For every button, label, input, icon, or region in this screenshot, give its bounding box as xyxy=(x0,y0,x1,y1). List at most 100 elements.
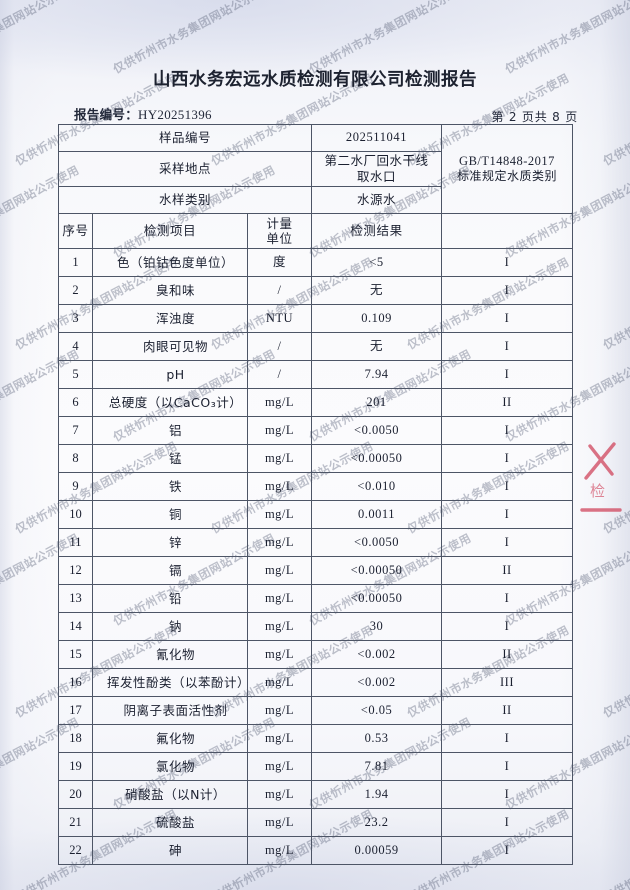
report-number: 报告编号：HY20251396 xyxy=(74,104,212,123)
row-unit: mg/L xyxy=(247,472,312,501)
row-item-name: 氰化物 xyxy=(92,640,248,669)
table-row: 13 铅 mg/L <0.00050 I xyxy=(58,584,573,613)
row-index: 16 xyxy=(58,668,93,697)
column-header-unit: 计量 单位 xyxy=(247,213,312,249)
watermark-text: 仅供忻州市水务集团网站公示使用 xyxy=(600,254,630,353)
sample-no-label: 样品编号 xyxy=(58,124,312,152)
row-classification: II xyxy=(441,388,573,417)
column-header-result: 检测结果 xyxy=(311,213,442,249)
row-result: 1.94 xyxy=(311,780,442,809)
row-classification: I xyxy=(441,248,573,277)
row-item-name: 锌 xyxy=(92,528,248,557)
row-classification: I xyxy=(441,304,573,333)
table-row: 9 铁 mg/L <0.010 I xyxy=(58,472,573,501)
row-index: 9 xyxy=(58,472,93,501)
row-unit: mg/L xyxy=(247,444,312,473)
table-row: 3 浑浊度 NTU 0.109 I xyxy=(58,304,573,333)
row-classification: I xyxy=(441,808,573,837)
row-index: 19 xyxy=(58,752,93,781)
row-unit: mg/L xyxy=(247,780,312,809)
row-unit: mg/L xyxy=(247,696,312,725)
row-unit: / xyxy=(247,360,312,389)
column-header-classification xyxy=(441,213,573,249)
row-classification: II xyxy=(441,640,573,669)
row-result: <0.010 xyxy=(311,472,442,501)
row-classification: I xyxy=(441,472,573,501)
sample-no-value: 202511041 xyxy=(311,124,442,152)
table-row: 10 铜 mg/L 0.0011 I xyxy=(58,500,573,529)
row-result: 7.81 xyxy=(311,752,442,781)
table-row: 6 总硬度（以CaCO₃计） mg/L 201 II xyxy=(58,388,573,417)
row-index: 21 xyxy=(58,808,93,837)
row-item-name: 氯化物 xyxy=(92,752,248,781)
row-result: <0.00050 xyxy=(311,556,442,585)
row-result: <0.0050 xyxy=(311,416,442,445)
row-item-name: 臭和味 xyxy=(92,276,248,305)
table-row: 17 阴离子表面活性剂 mg/L <0.05 II xyxy=(58,696,573,725)
row-index: 20 xyxy=(58,780,93,809)
watermark-text: 仅供忻州市水务集团网站公示使用 xyxy=(600,806,630,890)
location-label: 采样地点 xyxy=(58,151,312,187)
column-header-item: 检测项目 xyxy=(92,213,248,249)
row-unit: mg/L xyxy=(247,640,312,669)
page-title: 山西水务宏远水质检测有限公司检测报告 xyxy=(153,70,477,90)
table-row: 16 挥发性酚类（以苯酚计） mg/L <0.002 III xyxy=(58,668,573,697)
row-unit: mg/L xyxy=(247,556,312,585)
row-index: 4 xyxy=(58,332,93,361)
table-row: 12 镉 mg/L <0.00050 II xyxy=(58,556,573,585)
watermark-text: 仅供忻州市水务集团网站公示使用 xyxy=(600,622,630,721)
location-value: 第二水厂回水干线 取水口 xyxy=(311,151,442,187)
row-index: 14 xyxy=(58,612,93,641)
row-item-name: 色（铂钴色度单位） xyxy=(92,248,248,277)
column-header-unit-line1: 计量 xyxy=(266,215,293,231)
row-unit: / xyxy=(247,276,312,305)
row-result: <0.002 xyxy=(311,668,442,697)
row-unit: mg/L xyxy=(247,584,312,613)
row-result: 201 xyxy=(311,388,442,417)
row-index: 8 xyxy=(58,444,93,473)
row-unit: mg/L xyxy=(247,752,312,781)
meta-row-sample-no: 样品编号 202511041 GB/T14848-2017 标准规定水质类别 xyxy=(58,124,573,214)
row-classification: I xyxy=(441,500,573,529)
row-item-name: 硫酸盐 xyxy=(92,808,248,837)
row-index: 7 xyxy=(58,416,93,445)
row-classification: I xyxy=(441,276,573,305)
row-item-name: 镉 xyxy=(92,556,248,585)
row-item-name: 砷 xyxy=(92,836,248,865)
row-index: 6 xyxy=(58,388,93,417)
row-item-name: 浑浊度 xyxy=(92,304,248,333)
row-classification: I xyxy=(441,836,573,865)
row-index: 11 xyxy=(58,528,93,557)
row-item-name: 铁 xyxy=(92,472,248,501)
meta-row-location: 采样地点 第二水厂回水干线 取水口 xyxy=(58,151,573,187)
row-unit: mg/L xyxy=(247,668,312,697)
table-row: 1 色（铂钴色度单位）度 <5 I xyxy=(58,248,573,277)
table-row: 18 氟化物 mg/L 0.53 I xyxy=(58,724,573,753)
table-row: 4 肉眼可见物 / 无 I xyxy=(58,332,573,361)
row-unit: mg/L xyxy=(247,528,312,557)
table-row: 14 钠 mg/L 30 I xyxy=(58,612,573,641)
row-item-name: 锰 xyxy=(92,444,248,473)
row-unit: NTU xyxy=(247,304,312,333)
row-index: 12 xyxy=(58,556,93,585)
row-result: <5 xyxy=(311,248,442,277)
table-row: 15 氰化物 mg/L <0.002 II xyxy=(58,640,573,669)
row-classification: II xyxy=(441,696,573,725)
standard-code: GB/T14848-2017 xyxy=(459,153,555,168)
row-classification: I xyxy=(441,780,573,809)
row-result: 7.94 xyxy=(311,360,442,389)
table-row: 19 氯化物 mg/L 7.81 I xyxy=(58,752,573,781)
row-classification: I xyxy=(441,416,573,445)
row-result: 无 xyxy=(311,276,442,305)
table-row: 7 铝 mg/L <0.0050 I xyxy=(58,416,573,445)
location-value-line2: 取水口 xyxy=(356,169,396,184)
row-unit: mg/L xyxy=(247,416,312,445)
table-body: 1 色（铂钴色度单位）度 <5 I 2 臭和味 / 无 I 3 浑浊度 NTU 0.109 I 4 肉眼可见物… xyxy=(58,248,573,865)
row-index: 22 xyxy=(58,836,93,865)
water-type-label: 水样类别 xyxy=(58,186,312,214)
report-number-value: HY20251396 xyxy=(138,107,212,122)
column-header-unit-line2: 单位 xyxy=(266,231,293,246)
row-result: <0.00050 xyxy=(311,584,442,613)
row-index: 15 xyxy=(58,640,93,669)
